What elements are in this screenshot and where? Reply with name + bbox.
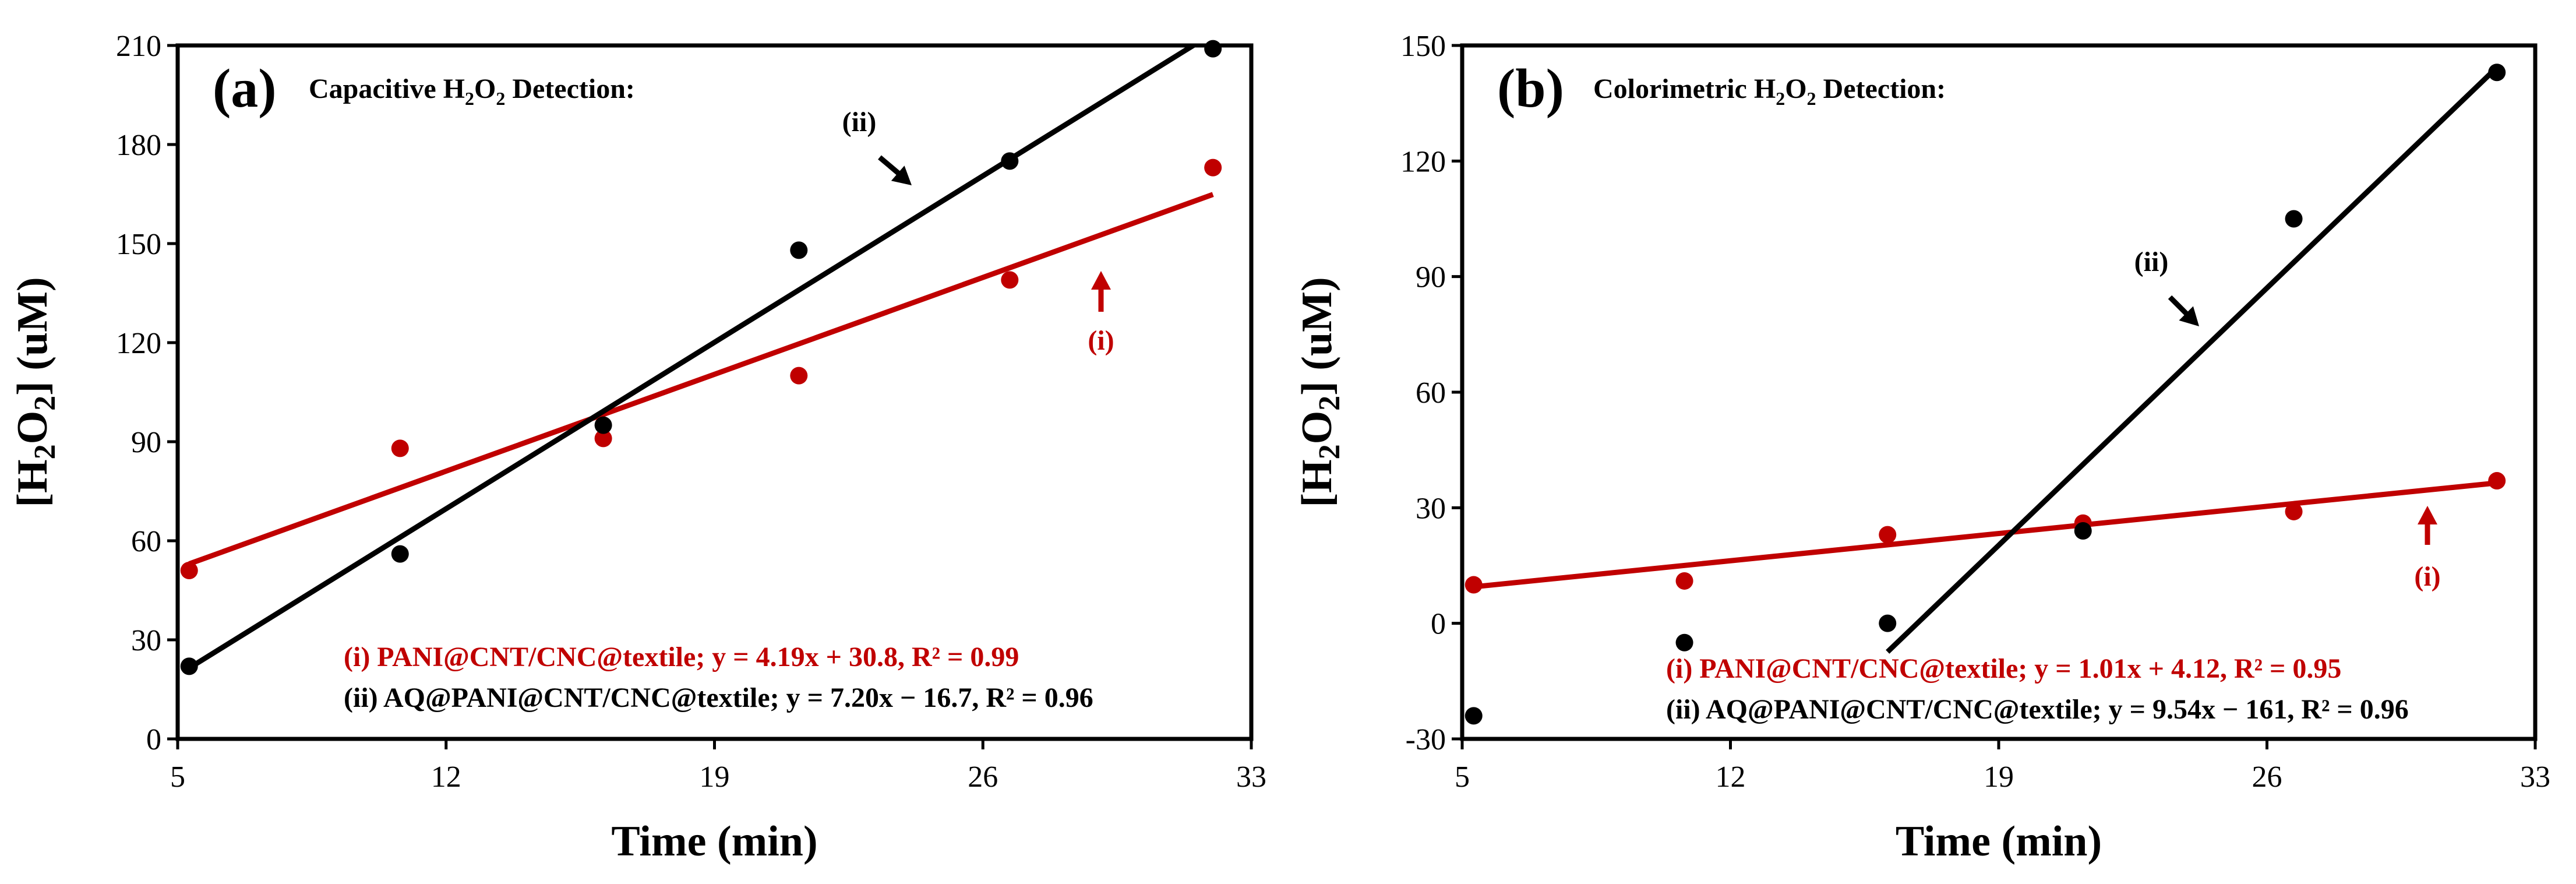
data-point (2488, 472, 2506, 490)
panel-title: Capacitive H2O2 Detection: (309, 73, 635, 109)
y-tick-label: 0 (146, 723, 161, 756)
data-point (2488, 64, 2506, 82)
data-point (2074, 522, 2092, 540)
y-tick-label: 150 (1400, 30, 1446, 63)
panel-b: -30 0 30 60 90 120 150 5 12 19 26 33 Time (min) [H2O2… (1293, 30, 2550, 865)
data-point (594, 416, 612, 434)
x-tick-label: 19 (700, 760, 730, 794)
y-tick-label: 90 (131, 426, 161, 459)
x-tick-label: 33 (1236, 760, 1266, 794)
y-tick-label: 120 (1400, 145, 1446, 178)
annotation-label-ii: (ii) (2134, 246, 2169, 277)
arrowhead-icon (2179, 306, 2199, 326)
data-point (391, 545, 409, 563)
plot-frame (1460, 43, 2538, 741)
data-point (1879, 526, 1897, 544)
legend-entry-series-2: (ii) AQ@PANI@CNT/CNC@textile; y = 7.20x … (344, 682, 1093, 713)
y-tick-label: 60 (131, 525, 161, 558)
arrowhead-icon (1091, 271, 1111, 290)
y-tick-label: 30 (1416, 492, 1446, 525)
legend-entry-series-1: (i) PANI@CNT/CNC@textile; y = 1.01x + 4.… (1666, 653, 2341, 684)
trendline-series-1 (1473, 480, 2497, 590)
y-tick-label: 90 (1416, 261, 1446, 294)
data-point (1204, 159, 1222, 177)
y-tick-label: -30 (1406, 723, 1446, 756)
data-point (180, 657, 198, 675)
data-point (1465, 576, 1483, 594)
panel-a: 0 30 60 90 120 150 180 210 5 12 19 26 33 Time (min) [H… (9, 30, 1266, 865)
y-axis-title: [H2O2] (uM) (9, 277, 62, 507)
x-axis-title: Time (min) (611, 818, 817, 865)
y-tick-label: 60 (1416, 376, 1446, 410)
data-point (2285, 502, 2303, 520)
x-tick-label: 12 (431, 760, 461, 794)
data-point (1675, 633, 1693, 651)
annotation-label-ii: (ii) (842, 107, 877, 138)
y-tick-label: 120 (116, 327, 161, 360)
panel-label: (b) (1497, 58, 1564, 119)
trendline-series-2 (188, 45, 1198, 671)
panel-label: (a) (213, 58, 277, 119)
y-tick-label: 150 (116, 228, 161, 261)
data-point (1001, 271, 1019, 289)
panel-title: Colorimetric H2O2 Detection: (1593, 73, 1946, 109)
y-tick-label: 180 (116, 129, 161, 162)
trendline-series-2 (1886, 65, 2499, 654)
y-tick-label: 210 (116, 30, 161, 63)
data-point (1465, 707, 1483, 725)
x-tick-label: 33 (2520, 760, 2550, 794)
arrowhead-icon (891, 165, 912, 185)
x-tick-label: 19 (1984, 760, 2014, 794)
data-point (180, 562, 198, 579)
data-point (790, 367, 808, 385)
x-tick-label: 5 (170, 760, 185, 794)
plot-frame (175, 43, 1254, 741)
data-point (790, 241, 808, 259)
y-tick-label: 0 (1431, 608, 1446, 641)
data-point (391, 439, 409, 457)
trendline-series-1 (188, 192, 1214, 566)
legend-entry-series-1: (i) PANI@CNT/CNC@textile; y = 4.19x + 30… (344, 642, 1019, 672)
annotation-label-i: (i) (1088, 325, 1114, 356)
x-tick-label: 26 (968, 760, 998, 794)
legend-entry-series-2: (ii) AQ@PANI@CNT/CNC@textile; y = 9.54x … (1666, 694, 2409, 725)
data-point (1001, 152, 1019, 170)
x-tick-label: 12 (1716, 760, 1746, 794)
data-point (1204, 40, 1222, 58)
x-axis-title: Time (min) (1896, 818, 2102, 865)
arrowhead-icon (2418, 506, 2437, 524)
x-tick-label: 26 (2252, 760, 2282, 794)
y-axis-title: [H2O2] (uM) (1293, 277, 1346, 507)
data-point (594, 429, 612, 448)
annotation-label-i: (i) (2414, 561, 2440, 592)
data-point (1879, 614, 1897, 632)
data-point (2285, 210, 2303, 228)
y-tick-label: 30 (131, 624, 161, 657)
x-tick-label: 5 (1455, 760, 1470, 794)
data-point (1675, 572, 1693, 590)
